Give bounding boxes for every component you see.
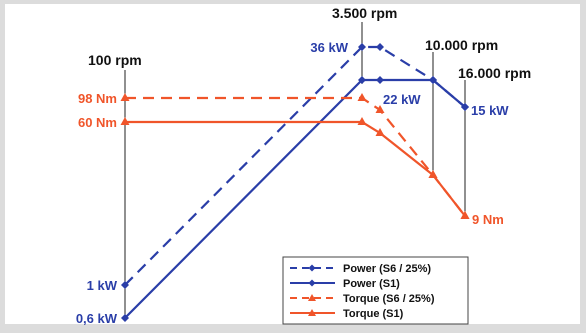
value-annotation: 15 kW: [471, 103, 509, 118]
legend-triangle-marker: [308, 294, 316, 301]
rpm-label: 100 rpm: [88, 52, 142, 68]
diamond-marker: [121, 281, 129, 289]
diamond-marker: [358, 43, 366, 51]
rpm-label: 10.000 rpm: [425, 37, 498, 53]
legend-label: Power (S6 / 25%): [343, 263, 431, 275]
triangle-marker: [375, 128, 385, 136]
triangle-marker: [357, 93, 367, 101]
rpm-label: 16.000 rpm: [458, 65, 531, 81]
value-annotation: 36 kW: [310, 40, 348, 55]
diamond-marker: [376, 76, 384, 84]
diamond-marker: [429, 76, 437, 84]
triangle-marker: [357, 117, 367, 125]
legend-label: Torque (S6 / 25%): [343, 293, 435, 305]
legend-label: Power (S1): [343, 278, 400, 290]
triangle-marker: [120, 93, 130, 101]
legend-diamond-marker: [308, 279, 316, 287]
value-annotation: 0,6 kW: [76, 311, 118, 326]
triangle-marker: [428, 170, 438, 178]
value-annotation: 98 Nm: [78, 91, 117, 106]
value-annotation: 22 kW: [383, 92, 421, 107]
triangle-marker: [460, 211, 470, 219]
diamond-marker: [461, 103, 469, 111]
value-annotation: 1 kW: [87, 278, 118, 293]
series-line: [124, 45, 466, 286]
legend-label: Torque (S1): [343, 308, 404, 320]
legend-diamond-marker: [308, 264, 316, 272]
diamond-marker: [121, 314, 129, 322]
legend-triangle-marker: [308, 309, 316, 316]
rpm-label: 3.500 rpm: [332, 5, 397, 21]
triangle-marker: [375, 105, 385, 113]
triangle-marker: [120, 117, 130, 125]
diamond-marker: [376, 43, 384, 51]
value-annotation: 60 Nm: [78, 115, 117, 130]
value-annotation: 9 Nm: [472, 212, 504, 227]
diamond-marker: [358, 76, 366, 84]
